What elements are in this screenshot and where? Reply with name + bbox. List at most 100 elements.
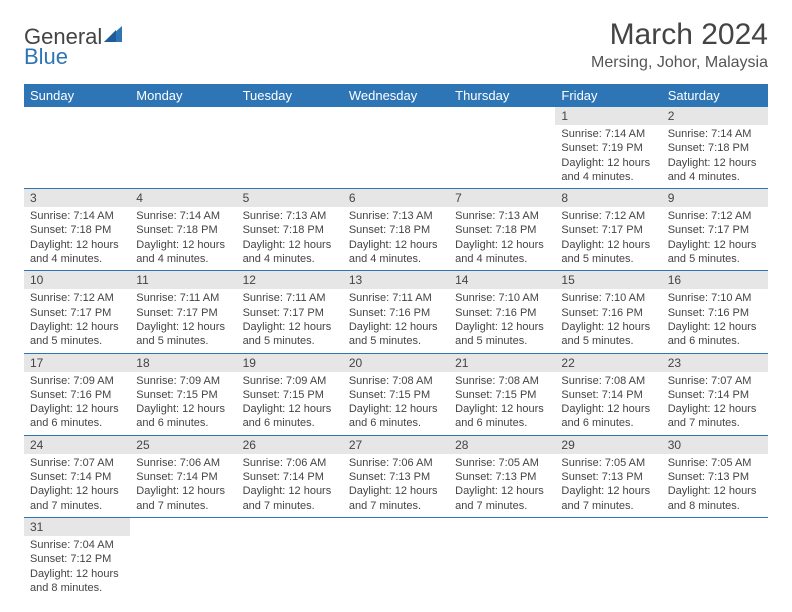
daylight-text: Daylight: 12 hours and 5 minutes. [561,320,655,349]
day-number: 27 [343,436,449,454]
calendar-cell: 4Sunrise: 7:14 AMSunset: 7:18 PMDaylight… [130,189,236,271]
sunrise-text: Sunrise: 7:10 AM [561,291,655,305]
calendar-cell: 22 Sunrise: 7:08 AMSunset: 7:14 PMDayligh… [555,353,661,435]
sunrise-text: Sunrise: 7:13 AM [349,209,443,223]
day-number: 1 [555,107,661,125]
day-number [662,518,768,536]
daylight-text: Daylight: 12 hours and 4 minutes. [30,238,124,267]
sunset-text: Sunset: 7:15 PM [349,388,443,402]
daylight-text: Daylight: 12 hours and 5 minutes. [136,320,230,349]
sunrise-text: Sunrise: 7:09 AM [243,374,337,388]
day-number: 17 [24,354,130,372]
day-number: 3 [24,189,130,207]
day-header: Sunday [24,84,130,107]
calendar-cell [449,517,555,599]
sunrise-text: Sunrise: 7:08 AM [455,374,549,388]
day-number: 8 [555,189,661,207]
sunset-text: Sunset: 7:15 PM [136,388,230,402]
daylight-text: Daylight: 12 hours and 6 minutes. [243,402,337,431]
day-number [237,518,343,536]
sunset-text: Sunset: 7:18 PM [349,223,443,237]
day-number: 13 [343,271,449,289]
daylight-text: Daylight: 12 hours and 6 minutes. [349,402,443,431]
calendar-cell: 23Sunrise: 7:07 AMSunset: 7:14 PMDayligh… [662,353,768,435]
sunrise-text: Sunrise: 7:07 AM [30,456,124,470]
sunrise-text: Sunrise: 7:04 AM [30,538,124,552]
sunset-text: Sunset: 7:18 PM [668,141,762,155]
sunrise-text: Sunrise: 7:13 AM [243,209,337,223]
calendar-cell: 5Sunrise: 7:13 AMSunset: 7:18 PMDaylight… [237,189,343,271]
calendar-cell: 16Sunrise: 7:10 AMSunset: 7:16 PMDayligh… [662,271,768,353]
sunrise-text: Sunrise: 7:11 AM [136,291,230,305]
sunset-text: Sunset: 7:13 PM [455,470,549,484]
sunrise-text: Sunrise: 7:12 AM [561,209,655,223]
day-details: Sunrise: 7:10 AMSunset: 7:16 PMDaylight:… [662,289,768,352]
daylight-text: Daylight: 12 hours and 7 minutes. [136,484,230,513]
day-number: 29 [555,436,661,454]
day-number [130,107,236,125]
sunrise-text: Sunrise: 7:11 AM [243,291,337,305]
day-details: Sunrise: 7:06 AMSunset: 7:13 PMDaylight:… [343,454,449,517]
day-details: Sunrise: 7:13 AMSunset: 7:18 PMDaylight:… [449,207,555,270]
day-number: 7 [449,189,555,207]
sunrise-text: Sunrise: 7:11 AM [349,291,443,305]
day-details: Sunrise: 7:08 AMSunset: 7:15 PMDaylight:… [449,372,555,435]
sunset-text: Sunset: 7:13 PM [561,470,655,484]
daylight-text: Daylight: 12 hours and 4 minutes. [455,238,549,267]
day-number: 15 [555,271,661,289]
calendar-cell: 27Sunrise: 7:06 AMSunset: 7:13 PMDayligh… [343,435,449,517]
calendar-cell: 15Sunrise: 7:10 AMSunset: 7:16 PMDayligh… [555,271,661,353]
day-number [343,107,449,125]
calendar-cell: 21Sunrise: 7:08 AMSunset: 7:15 PMDayligh… [449,353,555,435]
calendar-cell: 25Sunrise: 7:06 AMSunset: 7:14 PMDayligh… [130,435,236,517]
day-details: Sunrise: 7:04 AMSunset: 7:12 PMDaylight:… [24,536,130,599]
calendar-cell: 30Sunrise: 7:05 AMSunset: 7:13 PMDayligh… [662,435,768,517]
sunset-text: Sunset: 7:18 PM [30,223,124,237]
daylight-text: Daylight: 12 hours and 4 minutes. [668,156,762,185]
day-number [555,518,661,536]
daylight-text: Daylight: 12 hours and 7 minutes. [668,402,762,431]
day-number [237,107,343,125]
header: General March 2024 Mersing, Johor, Malay… [24,18,768,72]
sunrise-text: Sunrise: 7:12 AM [30,291,124,305]
daylight-text: Daylight: 12 hours and 6 minutes. [561,402,655,431]
day-number: 10 [24,271,130,289]
calendar-cell: 1Sunrise: 7:14 AMSunset: 7:19 PMDaylight… [555,107,661,189]
calendar-cell: 2Sunrise: 7:14 AMSunset: 7:18 PMDaylight… [662,107,768,189]
day-number: 16 [662,271,768,289]
sunset-text: Sunset: 7:14 PM [668,388,762,402]
day-details: Sunrise: 7:06 AMSunset: 7:14 PMDaylight:… [130,454,236,517]
sunset-text: Sunset: 7:14 PM [561,388,655,402]
calendar-cell: 11Sunrise: 7:11 AMSunset: 7:17 PMDayligh… [130,271,236,353]
page-subtitle: Mersing, Johor, Malaysia [591,54,768,72]
day-number: 26 [237,436,343,454]
sunset-text: Sunset: 7:17 PM [561,223,655,237]
day-details: Sunrise: 7:09 AMSunset: 7:15 PMDaylight:… [130,372,236,435]
day-number: 20 [343,354,449,372]
day-number: 11 [130,271,236,289]
daylight-text: Daylight: 12 hours and 6 minutes. [136,402,230,431]
day-number: 5 [237,189,343,207]
page-title: March 2024 [591,18,768,52]
calendar-cell: 7Sunrise: 7:13 AMSunset: 7:18 PMDaylight… [449,189,555,271]
calendar-cell [237,517,343,599]
calendar-cell: 31Sunrise: 7:04 AMSunset: 7:12 PMDayligh… [24,517,130,599]
calendar-row: 17Sunrise: 7:09 AMSunset: 7:16 PMDayligh… [24,353,768,435]
sunset-text: Sunset: 7:14 PM [136,470,230,484]
sunset-text: Sunset: 7:15 PM [455,388,549,402]
sunrise-text: Sunrise: 7:08 AM [561,374,655,388]
day-number: 22 [555,354,661,372]
sunrise-text: Sunrise: 7:14 AM [30,209,124,223]
daylight-text: Daylight: 12 hours and 5 minutes. [243,320,337,349]
day-details: Sunrise: 7:09 AMSunset: 7:15 PMDaylight:… [237,372,343,435]
calendar-cell: 8Sunrise: 7:12 AMSunset: 7:17 PMDaylight… [555,189,661,271]
day-header: Friday [555,84,661,107]
sunset-text: Sunset: 7:16 PM [455,306,549,320]
sunset-text: Sunset: 7:13 PM [668,470,762,484]
day-header: Wednesday [343,84,449,107]
calendar-cell [237,107,343,189]
sunset-text: Sunset: 7:17 PM [243,306,337,320]
sunset-text: Sunset: 7:18 PM [455,223,549,237]
day-number: 4 [130,189,236,207]
calendar-cell [343,517,449,599]
